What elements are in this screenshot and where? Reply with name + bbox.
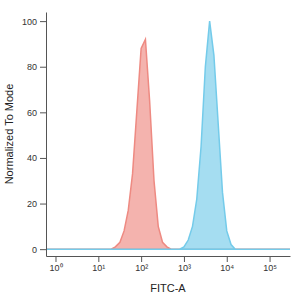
x-tick: 10³	[178, 256, 191, 273]
y-tick-label: 100	[22, 17, 37, 27]
y-tick-label: 20	[27, 199, 37, 209]
chart: 10⁰ 10¹ 10² 10³ 10⁴ 10⁵ 0 20 40 60 80 100 FITC-A Norm…	[0, 0, 300, 300]
histogram-area	[46, 39, 290, 249]
y-axis: 0 20 40 60 80 100	[22, 13, 47, 257]
x-tick-mark	[141, 256, 142, 262]
x-tick-label: 10¹	[92, 263, 105, 273]
x-tick: 10²	[135, 256, 148, 273]
y-tick-label: 80	[27, 62, 37, 72]
x-tick-label: 10⁵	[263, 263, 277, 273]
x-axis: 10⁰ 10¹ 10² 10³ 10⁴ 10⁵	[47, 256, 291, 273]
x-tick-label: 10⁰	[49, 263, 62, 273]
y-tick-mark	[40, 158, 46, 159]
x-axis-title: FITC-A	[150, 282, 186, 294]
x-tick-label: 10²	[135, 263, 148, 273]
x-tick-mark	[55, 256, 56, 262]
x-tick: 10⁴	[220, 256, 234, 273]
x-tick-mark	[184, 256, 185, 262]
x-tick-label: 10³	[178, 263, 191, 273]
y-tick: 100	[22, 17, 46, 27]
y-tick: 0	[32, 245, 46, 255]
y-tick-mark	[40, 21, 46, 22]
y-tick-label: 0	[32, 245, 37, 255]
x-tick-mark	[270, 256, 271, 262]
y-tick-mark	[40, 67, 46, 68]
y-tick-mark	[40, 204, 46, 205]
x-tick: 10⁰	[49, 256, 62, 273]
y-tick-label: 60	[27, 108, 37, 118]
x-tick: 10¹	[92, 256, 105, 273]
histogram-area	[46, 21, 290, 249]
marks	[46, 21, 290, 249]
x-tick-mark	[98, 256, 99, 262]
y-tick-mark	[40, 249, 46, 250]
x-tick-mark	[227, 256, 228, 262]
y-tick: 20	[27, 199, 46, 209]
y-tick-label: 40	[27, 153, 37, 163]
y-tick: 60	[27, 108, 46, 118]
x-tick: 10⁵	[263, 256, 277, 273]
y-tick: 40	[27, 153, 46, 163]
y-tick-mark	[40, 112, 46, 113]
plot: 10⁰ 10¹ 10² 10³ 10⁴ 10⁵ 0 20 40 60 80 100	[22, 13, 291, 274]
x-axis-line	[47, 256, 291, 257]
x-tick-label: 10⁴	[220, 263, 234, 273]
y-axis-title: Normalized To Mode	[3, 84, 15, 185]
y-axis-line	[46, 13, 47, 257]
y-tick: 80	[27, 62, 46, 72]
